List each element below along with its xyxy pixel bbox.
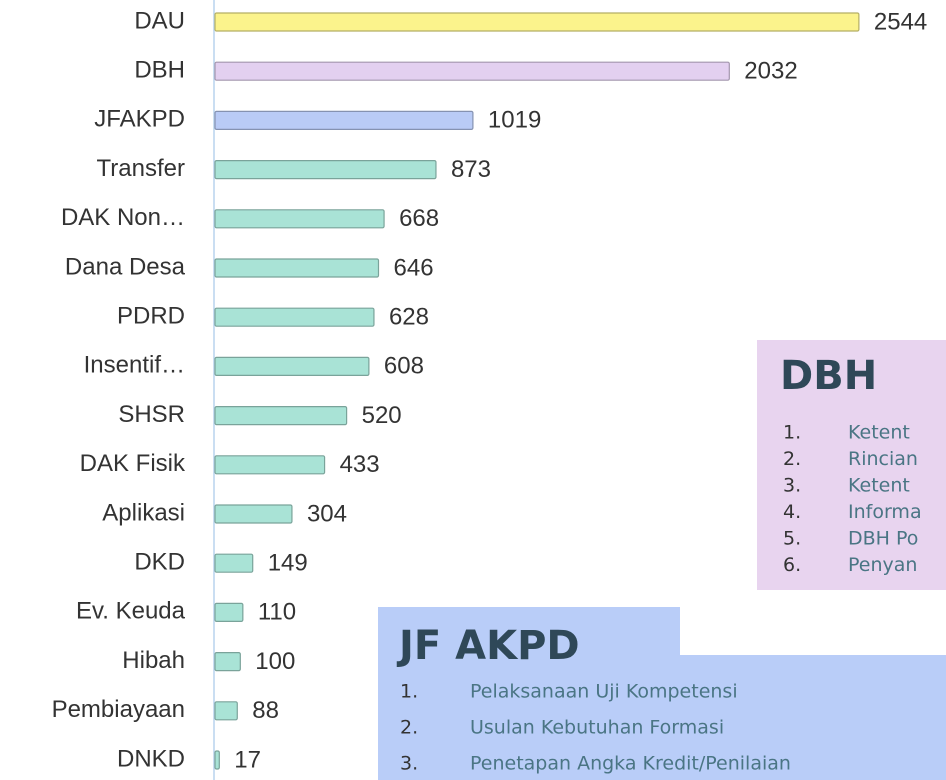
list-number: 1. [783,422,801,444]
value-label: 2032 [744,58,797,85]
value-label: 873 [451,156,491,183]
panel-title: JF AKPD [396,623,580,669]
bar [214,307,375,327]
category-label: Aplikasi [102,499,185,526]
bar [214,701,238,721]
list-item: Ketent [848,422,910,444]
category-label: DAK Fisik [80,450,186,477]
value-label: 520 [362,402,402,429]
value-label: 628 [389,304,429,331]
category-label: Hibah [122,647,185,674]
bar [214,553,254,573]
list-item: Ketent [848,475,910,497]
bar [214,651,241,672]
value-label: 88 [252,697,279,724]
list-number: 2. [783,448,801,470]
bar [214,160,437,180]
list-item: Penetapan Angka Kredit/Penilaian [470,753,791,775]
bar [214,258,380,278]
list-number: 3. [783,475,801,497]
panel-title: DBH [780,353,877,399]
bar [214,602,244,623]
bar [214,356,370,376]
category-label: SHSR [118,401,185,428]
category-label: DAK Non… [61,204,185,231]
value-label: 149 [268,550,308,577]
list-item: Pelaksanaan Uji Kompetensi [470,681,738,703]
value-label: 100 [255,648,295,675]
bar [214,209,385,229]
list-number: 5. [783,528,801,550]
list-number: 1. [400,681,418,703]
bar [214,750,220,770]
value-label: 304 [307,500,347,527]
category-label: DNKD [117,745,185,772]
bar [214,504,293,524]
value-label: 646 [394,254,434,281]
category-label: Ev. Keuda [76,598,186,625]
list-number: 4. [783,501,801,523]
bar-chart: DAU 2544 DBH 2032 JFAKPD 1019 Transfer 873 DAK N… [52,7,928,773]
bar [214,406,348,426]
category-label: Dana Desa [65,253,186,280]
category-label: Pembiayaan [52,696,185,723]
panel-bg [378,607,946,780]
list-item: Penyan [848,554,917,576]
category-label: DBH [134,57,185,84]
list-item: Informa [848,501,922,523]
value-label: 2544 [874,8,927,35]
value-label: 433 [340,451,380,478]
panels: DBH 1. Ketent 2. Rincian 3. Ketent 4. Informa 5. D… [378,340,946,780]
bar [214,12,860,32]
list-number: 6. [783,554,801,576]
panel-bg [757,340,946,590]
bar [214,455,326,475]
value-label: 668 [399,205,439,232]
list-item: Rincian [848,448,918,470]
list-item: DBH Po [848,528,918,550]
list-item: Usulan Kebutuhan Formasi [470,717,724,739]
bar [214,110,474,131]
list-number: 2. [400,717,418,739]
category-label: Transfer [97,155,185,182]
category-label: PDRD [117,303,185,330]
value-label: 110 [258,599,296,626]
category-label: DAU [134,7,185,34]
bar [214,61,730,81]
value-label: 17 [234,746,261,773]
category-label: Insentif… [84,352,185,379]
list-number: 3. [400,753,418,775]
category-label: JFAKPD [94,106,185,133]
value-label: 1019 [488,107,541,134]
category-label: DKD [134,549,185,576]
value-label: 608 [384,353,424,380]
